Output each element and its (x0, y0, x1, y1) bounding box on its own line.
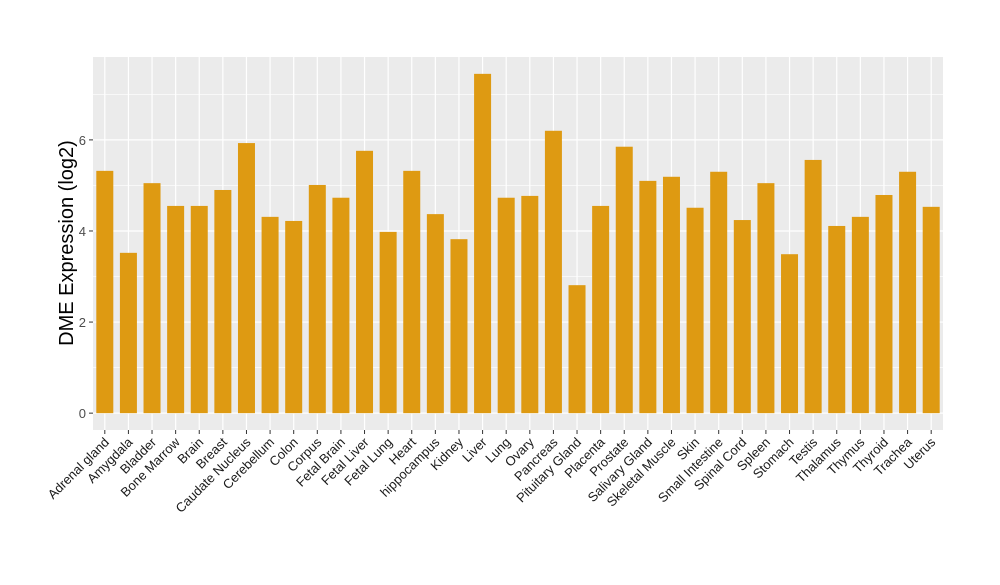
bar-thyroid (875, 194, 893, 414)
bar-stomach (781, 254, 799, 414)
y-tick-label: 2 (79, 315, 86, 330)
bar-hippocampus (426, 214, 444, 414)
bar-prostate (615, 146, 633, 414)
bar-amygdala (119, 252, 137, 414)
x-tick-label: Liver (459, 434, 490, 465)
bar-thymus (851, 216, 869, 414)
bar-thalamus (828, 225, 846, 414)
bar-small-intestine (710, 171, 728, 414)
bar-cerebellum (261, 216, 279, 414)
bar-lung (497, 197, 515, 414)
bar-skeletal-muscle (662, 176, 680, 414)
bar-bladder (143, 183, 161, 414)
bar-bone-marrow (167, 205, 185, 414)
bar-colon (285, 220, 303, 414)
bar-salivary-gland (639, 180, 657, 414)
y-tick-label: 4 (79, 224, 86, 239)
bar-testis (804, 159, 822, 414)
bar-breast (214, 189, 232, 414)
y-axis-label: DME Expression (log2) (56, 140, 78, 346)
bar-spinal-cord (733, 220, 751, 414)
bar-fetal-lung (379, 231, 397, 414)
bar-fetal-brain (332, 197, 350, 414)
bar-uterus (922, 206, 940, 414)
bar-brain (190, 205, 208, 414)
bar-kidney (450, 239, 468, 414)
y-tick-label: 6 (79, 133, 86, 148)
bar-adrenal-gland (96, 170, 114, 414)
y-tick-label: 0 (79, 406, 86, 421)
bar-corpus (308, 184, 326, 414)
bar-trachea (899, 171, 917, 414)
bar-caudate-nucleus (237, 143, 255, 414)
bar-placenta (592, 205, 610, 414)
bar-ovary (521, 195, 539, 414)
bar-spleen (757, 183, 775, 414)
bar-skin (686, 207, 704, 414)
bar-fetal-liver (356, 150, 374, 414)
bar-pituitary-gland (568, 285, 586, 414)
bar-pancreas (544, 130, 562, 414)
bar-heart (403, 170, 421, 414)
bar-liver (474, 73, 492, 414)
